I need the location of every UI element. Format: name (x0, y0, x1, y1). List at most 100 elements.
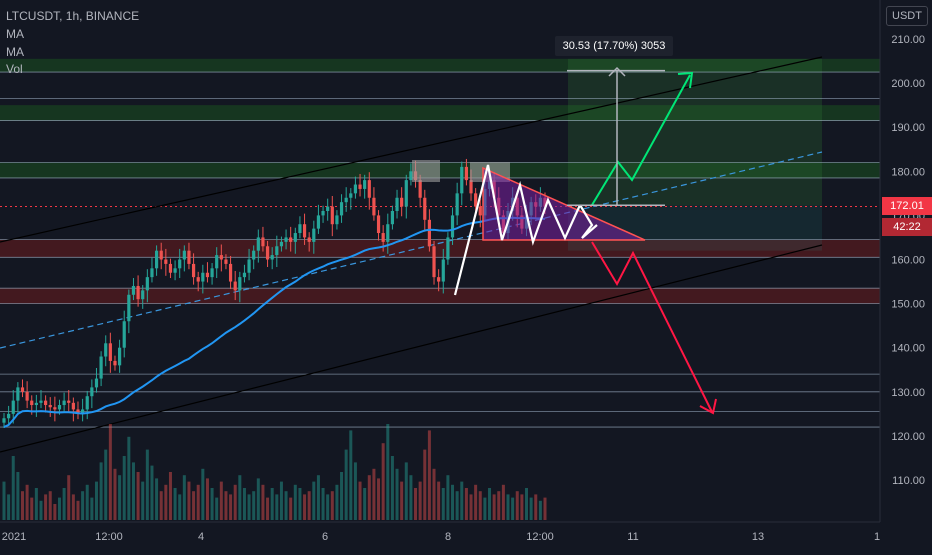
y-tick-label: 120.00 (891, 431, 925, 443)
volume-bar (418, 481, 422, 520)
price-axis-bg (880, 0, 932, 550)
candle (127, 294, 131, 322)
candle (358, 184, 362, 189)
candle (289, 237, 293, 242)
candle (455, 193, 459, 216)
volume-bar (335, 484, 339, 520)
candle (224, 259, 228, 264)
volume-bar (455, 491, 459, 520)
bull-arrowhead (677, 71, 694, 89)
candle (104, 343, 108, 357)
volume-bar (349, 430, 353, 520)
candle (450, 215, 455, 238)
volume-bar (529, 497, 533, 520)
volume-bar (409, 475, 413, 520)
volume-bar (488, 488, 492, 520)
volume-bar (205, 478, 209, 520)
candle (242, 272, 247, 278)
currency-badge[interactable]: USDT (886, 6, 928, 26)
candle (215, 255, 219, 269)
y-tick-label: 180.00 (891, 166, 925, 178)
volume-bar (372, 468, 376, 520)
candle (321, 210, 325, 216)
zone-resistance-1 (0, 105, 880, 121)
y-tick-label: 130.00 (891, 387, 925, 399)
candle (25, 391, 29, 401)
volume-bar (437, 481, 441, 520)
volume-bar (353, 462, 357, 520)
volume-bar (67, 475, 71, 520)
candle (113, 360, 117, 366)
volume-bar (2, 481, 6, 520)
ma-legend-2[interactable]: MA (6, 45, 24, 59)
volume-bar (39, 500, 43, 520)
candle (247, 259, 251, 273)
volume-bar (11, 456, 15, 520)
volume-bar (159, 491, 163, 520)
volume-bar (256, 478, 260, 520)
candle (178, 259, 182, 269)
volume-bar (201, 468, 205, 520)
candle (423, 197, 427, 220)
volume-bar (182, 475, 186, 520)
zone-support-4 (0, 288, 880, 304)
candle (275, 246, 279, 256)
candle (191, 263, 196, 278)
symbol-legend[interactable]: LTCUSDT, 1h, BINANCE (6, 9, 140, 23)
y-tick-label: 140.00 (891, 343, 925, 355)
volume-bar (210, 488, 214, 520)
candle (469, 180, 473, 194)
candle (335, 215, 339, 225)
volume-bar (284, 491, 288, 520)
volume-bar (104, 449, 108, 520)
candle (122, 321, 126, 348)
candle (395, 197, 399, 211)
candle (409, 171, 413, 181)
volume-bar (81, 491, 85, 520)
volume-bar (7, 494, 11, 520)
candle (316, 215, 321, 229)
candle (441, 259, 445, 282)
candle (381, 233, 385, 242)
volume-bar (266, 497, 270, 520)
candle (145, 277, 149, 291)
volume-bar (242, 488, 246, 520)
candle (16, 387, 20, 401)
zone-support-3 (0, 239, 880, 258)
candle (344, 197, 348, 203)
volume-bar (543, 497, 547, 520)
candle (353, 184, 358, 194)
volume-bar (141, 481, 145, 520)
candle (284, 237, 288, 242)
volume-bar (131, 462, 135, 520)
volume-bar (192, 491, 196, 520)
candle (446, 237, 450, 260)
candle (164, 259, 168, 264)
candle (62, 400, 66, 406)
x-tick-label: 12:00 (95, 531, 123, 543)
y-tick-label: 190.00 (891, 122, 925, 134)
candle (117, 347, 122, 366)
volume-bar (460, 481, 464, 520)
volume-bar (238, 475, 242, 520)
candle (386, 224, 390, 242)
candle (233, 281, 237, 291)
volume-bar (441, 488, 445, 520)
volume-bar (390, 456, 394, 520)
volume-bar (464, 488, 468, 520)
candle (48, 405, 52, 408)
volume-bar (261, 484, 265, 520)
candle (302, 224, 307, 238)
candle (44, 400, 48, 406)
candle (363, 180, 367, 189)
top-marker-1 (412, 160, 440, 182)
candle (478, 206, 482, 216)
volume-bar (30, 497, 34, 520)
ma-legend-1[interactable]: MA (6, 27, 24, 41)
volume-bar (326, 494, 330, 520)
volume-bar (53, 504, 57, 520)
x-tick-label: 1 (874, 531, 880, 543)
volume-legend[interactable]: Vol (6, 62, 23, 76)
